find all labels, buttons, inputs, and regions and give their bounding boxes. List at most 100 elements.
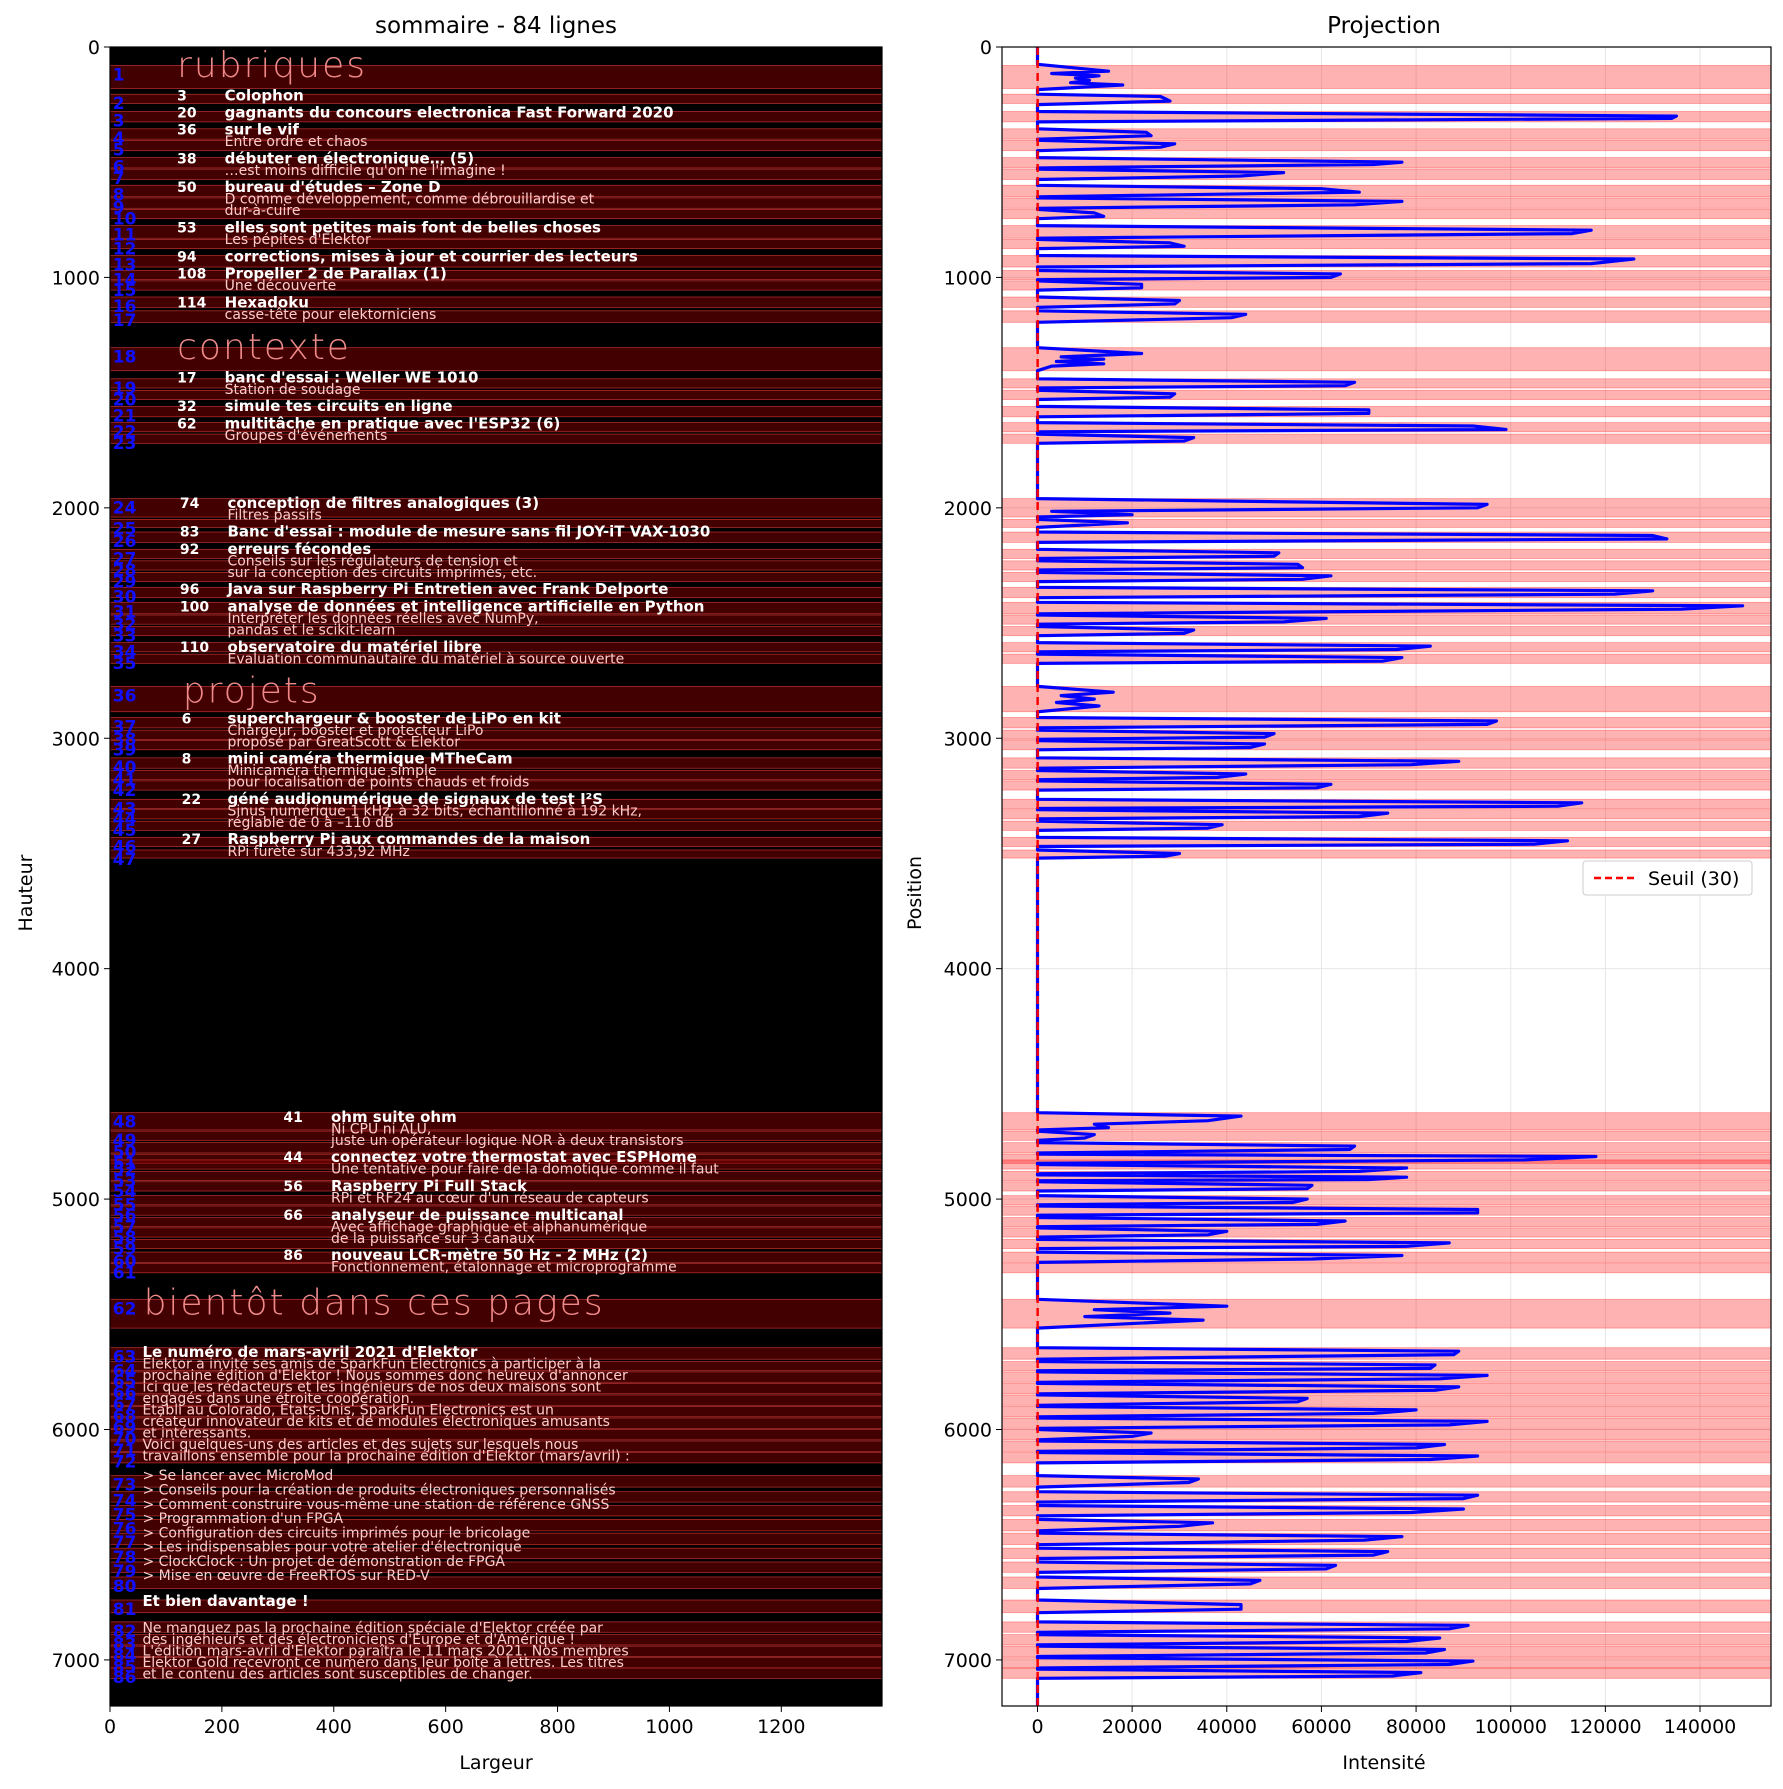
toc-page-number: 17 <box>177 370 196 386</box>
section-heading: rubriques <box>177 45 367 86</box>
line-band-70 <box>110 1429 882 1441</box>
legend: Seuil (30) <box>1582 860 1753 896</box>
line-number-label: 61 <box>113 1264 137 1284</box>
projection-band-4 <box>1002 128 1771 140</box>
line-band-81 <box>110 1599 882 1614</box>
projection-band-49 <box>1002 1130 1771 1141</box>
projection-band-72 <box>1002 1452 1771 1464</box>
toc-page-number: 62 <box>177 416 196 432</box>
line-number-label: 68 <box>113 1406 137 1426</box>
line-number-label: 82 <box>113 1622 137 1642</box>
line-band-33 <box>110 626 882 637</box>
line-band-8 <box>110 184 882 198</box>
right-y-tick-label: 3000 <box>944 728 992 750</box>
projection-band-3 <box>1002 111 1771 123</box>
toc-entry-title: Banc d'essai : module de mesure sans fil… <box>227 523 710 541</box>
line-number-label: 18 <box>113 348 137 368</box>
projection-band-32 <box>1002 614 1771 625</box>
line-band-30 <box>110 586 882 599</box>
line-band-46 <box>110 836 882 847</box>
line-band-22 <box>110 422 882 433</box>
right-plot-area <box>1002 47 1771 1706</box>
paragraph-line: > Comment construire vous-même une stati… <box>142 1497 609 1513</box>
line-number-label: 27 <box>113 549 137 569</box>
toc-page-number: 50 <box>177 180 197 196</box>
projection-band-59 <box>1002 1239 1771 1250</box>
toc-entry-subtitle: Station de soudage <box>225 382 361 398</box>
projection-band-56 <box>1002 1205 1771 1216</box>
projection-band-42 <box>1002 780 1771 791</box>
projection-band-79 <box>1002 1561 1771 1573</box>
toc-entry-subtitle: sur la conception des circuits imprimés,… <box>227 565 537 581</box>
line-band-11 <box>110 225 882 239</box>
projection-band-7 <box>1002 168 1771 180</box>
projection-band-15 <box>1002 280 1771 291</box>
section-heading: contexte <box>177 327 351 368</box>
line-band-36 <box>110 686 882 713</box>
toc-entry-subtitle: Filtres passifs <box>227 507 321 523</box>
line-number-label: 24 <box>113 499 137 519</box>
right-y-tick-label: 7000 <box>944 1650 992 1672</box>
line-number-label: 10 <box>113 209 137 229</box>
toc-page-number: 44 <box>283 1150 303 1166</box>
left-chart-title: sommaire - 84 lignes <box>375 13 617 39</box>
line-number-label: 56 <box>113 1206 137 1226</box>
projection-band-50 <box>1002 1142 1771 1154</box>
right-y-tick-label: 2000 <box>944 498 992 520</box>
line-number-label: 20 <box>113 390 137 410</box>
line-number-label: 73 <box>113 1476 137 1496</box>
toc-entry-subtitle: dur-à-cuire <box>225 203 301 219</box>
line-number-label: 74 <box>113 1492 137 1512</box>
toc-entry-subtitle: Les pépites d'Elektor <box>225 232 371 248</box>
line-band-66 <box>110 1383 882 1395</box>
line-band-79 <box>110 1561 882 1573</box>
line-band-26 <box>110 531 882 543</box>
paragraph-line: Établi au Colorado, États-Unis, SparkFun… <box>142 1402 553 1419</box>
projection-band-84 <box>1002 1645 1771 1657</box>
line-band-10 <box>110 209 882 220</box>
projection-band-57 <box>1002 1217 1771 1228</box>
toc-page-number: 53 <box>177 220 196 236</box>
projection-band-13 <box>1002 255 1771 268</box>
line-band-82 <box>110 1621 882 1633</box>
paragraph-line: > ClockClock : Un projet de démonstratio… <box>142 1554 505 1570</box>
line-number-label: 72 <box>113 1453 137 1473</box>
line-number-label: 83 <box>113 1635 137 1655</box>
right-x-tick-label: 40000 <box>1197 1716 1257 1738</box>
line-number-label: 38 <box>113 730 137 750</box>
right-x-tick-label: 80000 <box>1386 1716 1446 1738</box>
line-band-56 <box>110 1205 882 1216</box>
line-band-29 <box>110 571 882 582</box>
line-band-28 <box>110 560 882 571</box>
toc-entry-title: Raspberry Pi Full Stack <box>331 1177 528 1195</box>
line-band-71 <box>110 1440 882 1452</box>
projection-band-36 <box>1002 686 1771 713</box>
toc-entry-subtitle: Avec affichage graphique et alphanumériq… <box>331 1219 647 1235</box>
line-number-label: 78 <box>113 1548 137 1568</box>
toc-page-number: 86 <box>283 1248 302 1264</box>
right-x-tick-label: 60000 <box>1291 1716 1351 1738</box>
line-number-label: 81 <box>113 1600 137 1620</box>
toc-entry-title: corrections, mises à jour et courrier de… <box>225 247 638 265</box>
line-band-55 <box>110 1195 882 1206</box>
line-band-31 <box>110 601 882 615</box>
toc-entry-title: elles sont petites mais font de belles c… <box>225 218 601 236</box>
line-number-label: 12 <box>113 239 137 259</box>
toc-entry-subtitle: proposé par GreatScott & Elektor <box>227 734 460 750</box>
line-band-78 <box>110 1547 882 1559</box>
line-band-15 <box>110 280 882 291</box>
toc-entry-title: ohm suite ohm <box>331 1108 457 1126</box>
right-panel: Projection 0 20000 40000 60000 80000 100000 12… <box>904 13 1772 1774</box>
line-number-label: 1 <box>113 65 125 85</box>
legend-box <box>1582 860 1753 896</box>
line-number-label: 43 <box>113 799 137 819</box>
line-band-74 <box>110 1491 882 1503</box>
line-number-label: 84 <box>113 1646 137 1666</box>
toc-entry-subtitle: Évaluation communautaire du matériel à s… <box>227 650 624 667</box>
line-band-39 <box>110 740 882 751</box>
right-y-tick-label: 4000 <box>944 959 992 981</box>
projection-band-33 <box>1002 626 1771 637</box>
toc-entry-title: nouveau LCR-mètre 50 Hz - 2 MHz (2) <box>331 1246 648 1264</box>
projection-band-58 <box>1002 1227 1771 1238</box>
toc-entry-subtitle: Interpréter les données réelles avec Num… <box>227 611 538 627</box>
